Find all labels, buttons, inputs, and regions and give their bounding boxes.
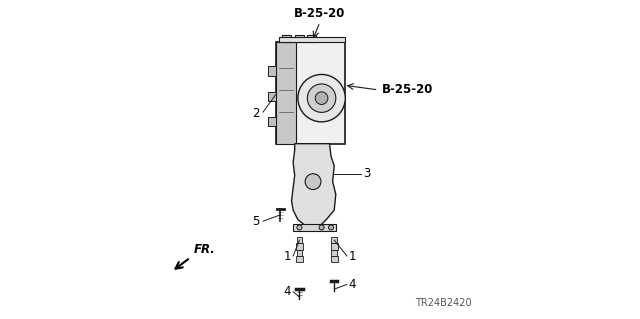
Text: 4: 4: [348, 278, 356, 291]
Text: TR24B2420: TR24B2420: [415, 298, 472, 308]
Bar: [296, 237, 302, 243]
Bar: [268, 117, 276, 126]
Bar: [294, 34, 303, 42]
Text: 2: 2: [252, 107, 260, 120]
Circle shape: [316, 92, 328, 105]
Bar: [296, 243, 303, 250]
Text: 1: 1: [284, 250, 291, 263]
Bar: [296, 256, 303, 262]
Bar: [332, 250, 337, 256]
Bar: [331, 243, 338, 250]
Circle shape: [307, 84, 336, 112]
Circle shape: [319, 225, 324, 230]
Bar: [332, 237, 337, 243]
Text: 1: 1: [348, 250, 356, 263]
Circle shape: [298, 74, 346, 122]
Text: 3: 3: [363, 167, 370, 180]
Bar: [276, 42, 296, 144]
Circle shape: [328, 225, 333, 230]
Bar: [279, 37, 346, 42]
Bar: [331, 256, 338, 262]
Text: FR.: FR.: [193, 243, 215, 256]
Bar: [268, 66, 276, 76]
Bar: [293, 224, 336, 231]
FancyBboxPatch shape: [276, 42, 346, 144]
Circle shape: [297, 225, 302, 230]
Text: B-25-20: B-25-20: [381, 84, 433, 96]
Circle shape: [305, 174, 321, 189]
Bar: [307, 34, 316, 42]
Text: 5: 5: [253, 215, 260, 228]
Bar: [296, 250, 302, 256]
Bar: [282, 34, 291, 42]
Polygon shape: [292, 144, 336, 226]
Text: B-25-20: B-25-20: [294, 7, 346, 20]
Text: 4: 4: [284, 285, 291, 298]
Bar: [268, 92, 276, 101]
